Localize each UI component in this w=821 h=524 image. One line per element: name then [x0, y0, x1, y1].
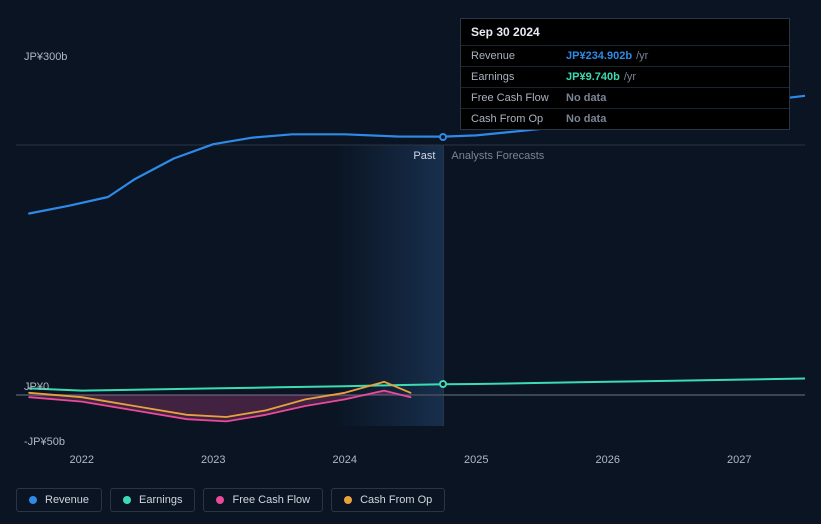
tooltip-row-value: JP¥234.902b	[566, 50, 632, 62]
legend-item-cfo[interactable]: Cash From Op	[331, 488, 445, 512]
legend-item-label: Free Cash Flow	[232, 494, 310, 506]
tooltip-row-value: No data	[566, 113, 606, 125]
tooltip-row: Cash From OpNo data	[461, 109, 789, 129]
cfo-legend-dot-icon	[344, 496, 352, 504]
x-tick-label: 2024	[333, 454, 357, 466]
legend-item-label: Revenue	[45, 494, 89, 506]
x-tick-label: 2027	[727, 454, 751, 466]
fcf-legend-dot-icon	[216, 496, 224, 504]
tooltip-row-label: Cash From Op	[471, 113, 566, 125]
earnings-marker	[439, 380, 447, 388]
tooltip-row-label: Free Cash Flow	[471, 92, 566, 104]
tooltip-date: Sep 30 2024	[461, 19, 789, 46]
tooltip-row-suffix: /yr	[624, 71, 636, 83]
legend-item-label: Cash From Op	[360, 494, 432, 506]
earnings-legend-dot-icon	[123, 496, 131, 504]
legend-item-revenue[interactable]: Revenue	[16, 488, 102, 512]
x-tick-label: 2023	[201, 454, 225, 466]
tooltip-row-suffix: /yr	[636, 50, 648, 62]
earnings-line	[29, 379, 805, 391]
legend-item-fcf[interactable]: Free Cash Flow	[203, 488, 323, 512]
x-axis: 2022 2023 2024 2025 2026 2027	[16, 450, 805, 474]
tooltip-row: Free Cash FlowNo data	[461, 88, 789, 109]
tooltip-row-label: Earnings	[471, 71, 566, 83]
legend: Revenue Earnings Free Cash Flow Cash From O…	[16, 488, 445, 512]
tooltip: Sep 30 2024 RevenueJP¥234.902b/yrEarning…	[460, 18, 790, 130]
revenue-marker	[439, 133, 447, 141]
y-tick-label: -JP¥50b	[24, 436, 65, 448]
x-tick-label: 2022	[70, 454, 94, 466]
legend-item-earnings[interactable]: Earnings	[110, 488, 195, 512]
legend-item-label: Earnings	[139, 494, 182, 506]
x-tick-label: 2026	[596, 454, 620, 466]
x-tick-label: 2025	[464, 454, 488, 466]
tooltip-row-value: JP¥9.740b	[566, 71, 620, 83]
tooltip-row: RevenueJP¥234.902b/yr	[461, 46, 789, 67]
tooltip-row: EarningsJP¥9.740b/yr	[461, 67, 789, 88]
revenue-legend-dot-icon	[29, 496, 37, 504]
tooltip-row-label: Revenue	[471, 50, 566, 62]
y-tick-label: JP¥0	[24, 381, 49, 393]
tooltip-row-value: No data	[566, 92, 606, 104]
y-tick-label: JP¥300b	[24, 51, 67, 63]
